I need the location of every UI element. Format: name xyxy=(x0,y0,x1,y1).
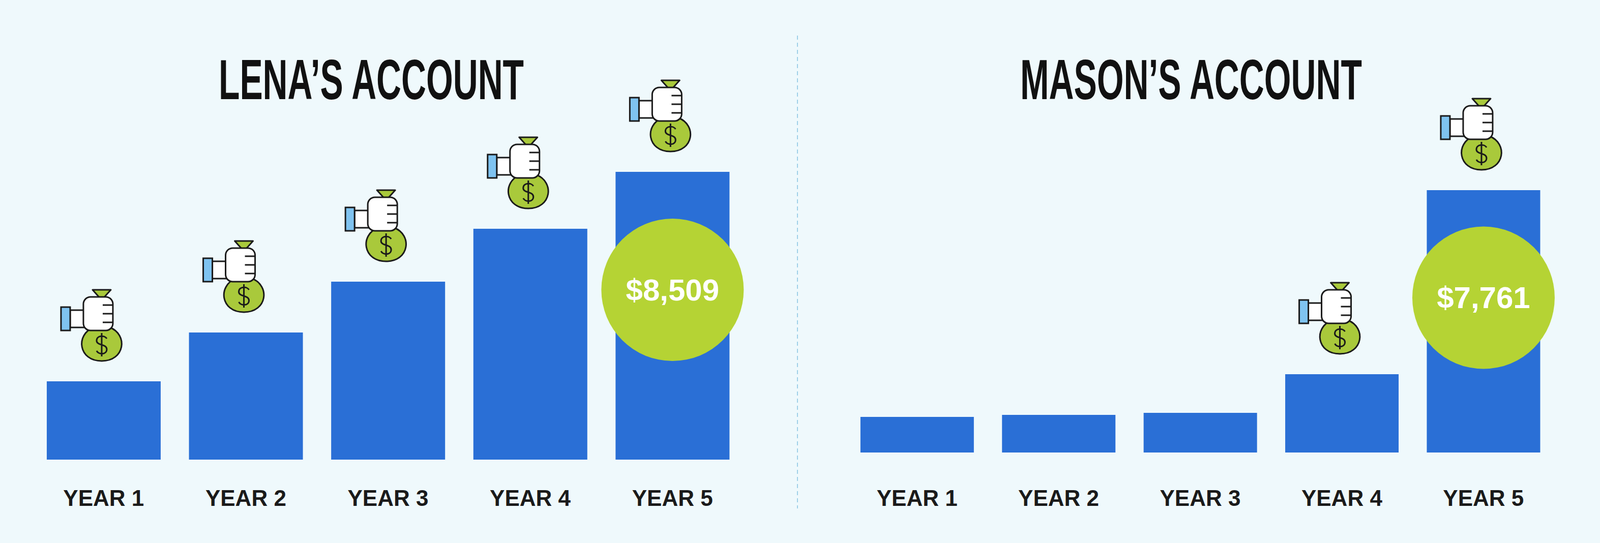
svg-text:YEAR 3: YEAR 3 xyxy=(1160,485,1241,511)
svg-text:YEAR 5: YEAR 5 xyxy=(632,485,714,511)
svg-text:YEAR 4: YEAR 4 xyxy=(1301,485,1383,511)
svg-text:$7,761: $7,761 xyxy=(1436,280,1531,315)
svg-text:YEAR 1: YEAR 1 xyxy=(876,485,958,511)
svg-text:YEAR 5: YEAR 5 xyxy=(1442,485,1524,511)
svg-text:YEAR 3: YEAR 3 xyxy=(347,485,429,511)
svg-text:$8,509: $8,509 xyxy=(626,273,720,308)
svg-text:YEAR 2: YEAR 2 xyxy=(205,485,287,511)
svg-text:YEAR 2: YEAR 2 xyxy=(1018,485,1100,511)
svg-text:YEAR 1: YEAR 1 xyxy=(63,485,144,511)
svg-text:MASON’S ACCOUNT: MASON’S ACCOUNT xyxy=(1020,47,1362,112)
svg-text:LENA’S ACCOUNT: LENA’S ACCOUNT xyxy=(218,47,524,112)
svg-text:YEAR 4: YEAR 4 xyxy=(489,485,571,511)
